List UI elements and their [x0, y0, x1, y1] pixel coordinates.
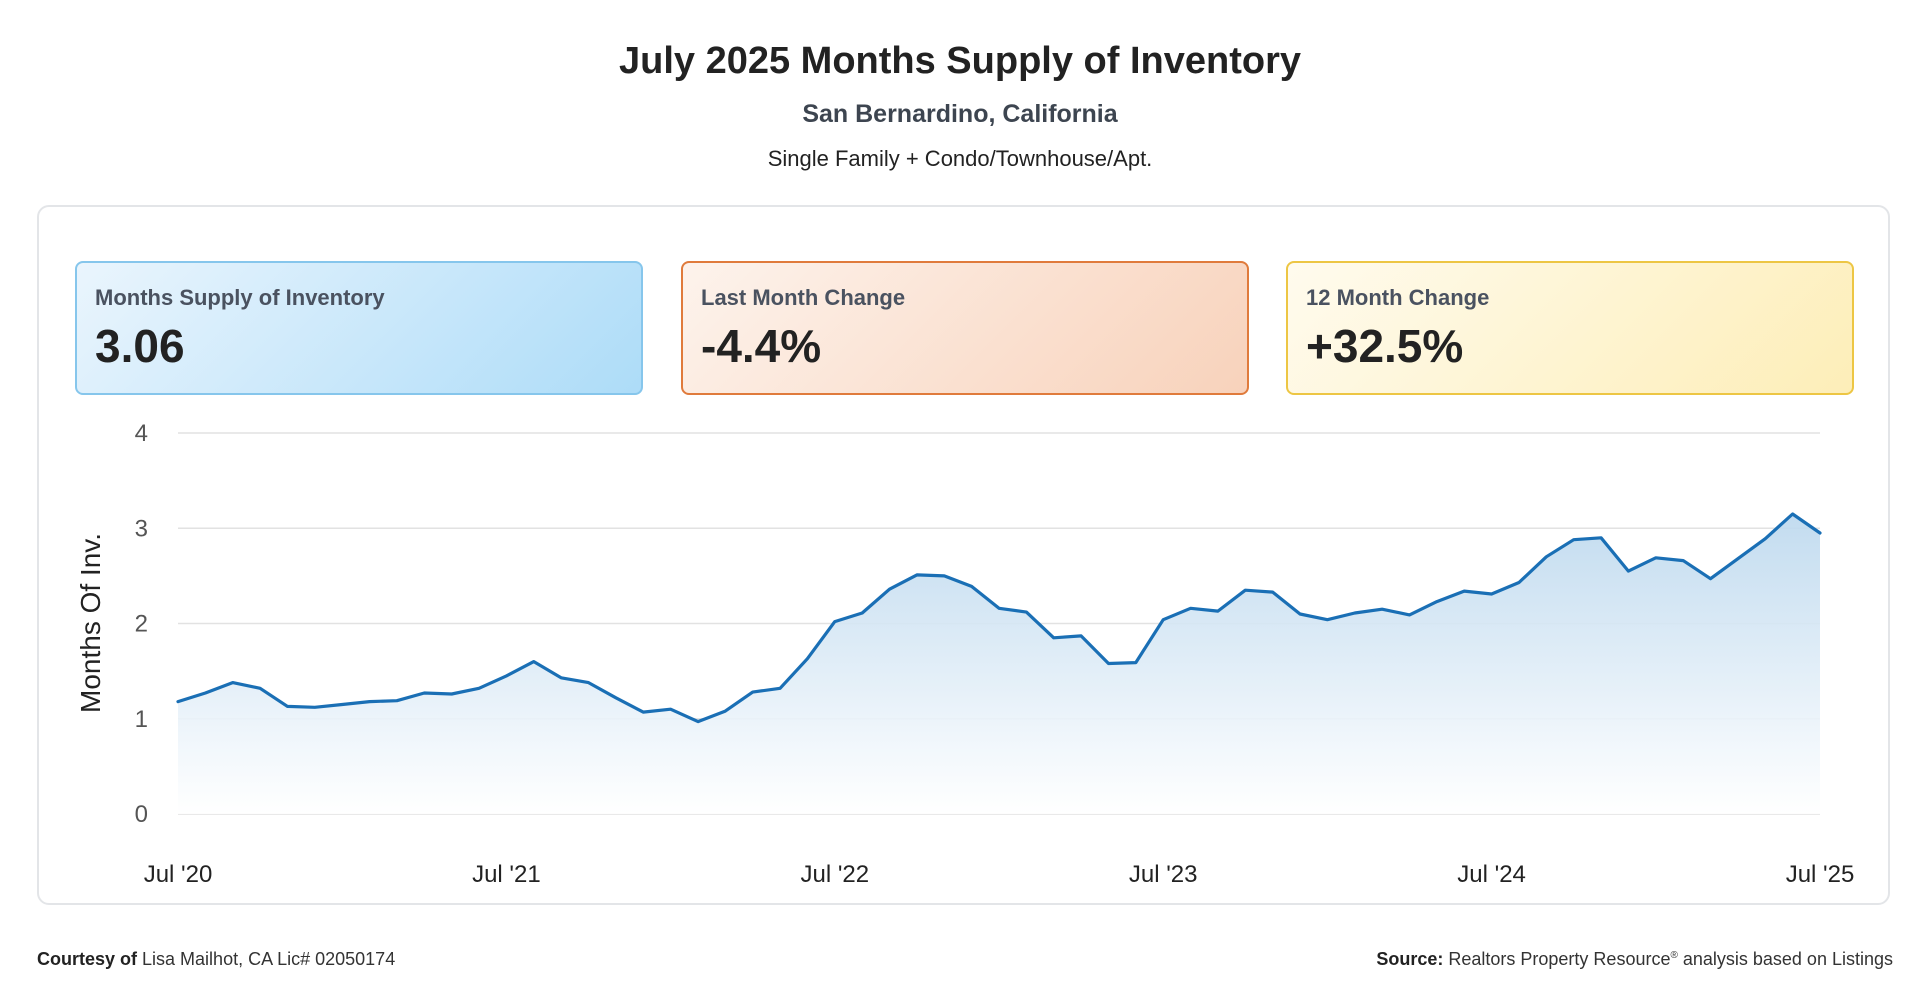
registered-mark: ®: [1670, 950, 1678, 961]
data-point: [1022, 608, 1030, 616]
series-line: [176, 512, 1822, 724]
card-value: -4.4%: [701, 320, 822, 372]
data-point: [1077, 632, 1085, 640]
y-tick-label: 3: [135, 515, 148, 542]
data-point: [256, 684, 264, 692]
data-point: [1351, 609, 1359, 617]
data-point: [1734, 555, 1742, 563]
x-tick-label: Jul '25: [1786, 861, 1855, 888]
data-point: [831, 618, 839, 626]
card-last-month-change: Last Month Change -4.4%: [681, 261, 1249, 395]
data-point: [1460, 587, 1468, 595]
y-tick-label: 2: [135, 611, 148, 638]
data-point: [639, 708, 647, 716]
data-point: [585, 679, 593, 687]
data-point: [1816, 529, 1824, 537]
y-tick-label: 1: [135, 706, 148, 733]
data-point: [338, 700, 346, 708]
series-area: [178, 514, 1820, 814]
data-point: [283, 702, 291, 710]
data-point: [201, 689, 209, 697]
card-label: 12 Month Change: [1306, 285, 1490, 310]
data-point: [229, 679, 237, 687]
data-point: [968, 582, 976, 590]
data-point: [1050, 634, 1058, 642]
data-point: [420, 689, 428, 697]
data-point: [1104, 660, 1112, 668]
data-point: [1433, 598, 1441, 606]
data-point: [475, 684, 483, 692]
property-types: Single Family + Condo/Townhouse/Apt.: [767, 146, 1153, 171]
data-point: [1406, 611, 1414, 619]
x-tick-label: Jul '21: [472, 861, 541, 888]
data-point: [940, 572, 948, 580]
source-footer: Source: Realtors Property Resource® anal…: [1376, 949, 1893, 970]
data-point: [1597, 534, 1605, 542]
data-point: [1187, 604, 1195, 612]
data-point: [1789, 510, 1797, 518]
data-point: [1570, 536, 1578, 544]
data-point: [393, 697, 401, 705]
card-value: 3.06: [95, 320, 185, 372]
courtesy-footer: Courtesy of Lisa Mailhot, CA Lic# 020501…: [37, 949, 395, 970]
x-tick-label: Jul '24: [1457, 861, 1526, 888]
data-point: [1761, 535, 1769, 543]
y-axis-label: Months Of Inv.: [75, 533, 106, 713]
data-point: [749, 688, 757, 696]
card-label: Last Month Change: [701, 285, 906, 310]
data-point: [1378, 605, 1386, 613]
x-tick-label: Jul '22: [800, 861, 869, 888]
card-months-supply: Months Supply of Inventory 3.06: [75, 261, 643, 395]
data-point: [1296, 610, 1304, 618]
data-point: [557, 674, 565, 682]
data-point: [612, 694, 620, 702]
y-tick-label: 4: [135, 420, 148, 447]
data-point: [1323, 616, 1331, 624]
data-point: [1515, 579, 1523, 587]
data-point: [448, 690, 456, 698]
data-point: [1214, 607, 1222, 615]
data-point: [1488, 590, 1496, 598]
y-tick-label: 0: [135, 801, 148, 828]
data-point: [1624, 567, 1632, 575]
data-point: [366, 698, 374, 706]
data-point: [1241, 586, 1249, 594]
data-point: [502, 672, 510, 680]
data-point: [667, 705, 675, 713]
data-point: [1679, 557, 1687, 565]
data-point: [1542, 553, 1550, 561]
data-point: [858, 609, 866, 617]
data-point: [1652, 554, 1660, 562]
data-point: [1132, 659, 1140, 667]
data-point: [995, 604, 1003, 612]
data-point: [776, 684, 784, 692]
data-point: [530, 658, 538, 666]
chart-title: July 2025 Months Supply of Inventory: [618, 40, 1301, 82]
data-point: [913, 571, 921, 579]
data-point: [1707, 575, 1715, 583]
data-point: [721, 707, 729, 715]
source-label: Source:: [1376, 949, 1444, 969]
location-subtitle: San Bernardino, California: [802, 100, 1118, 128]
data-point: [694, 718, 702, 726]
card-12-month-change: 12 Month Change +32.5%: [1286, 261, 1854, 395]
data-point: [174, 698, 182, 706]
source-text: Realtors Property Resource: [1448, 949, 1671, 969]
card-value: +32.5%: [1306, 320, 1464, 372]
data-point: [1159, 616, 1167, 624]
x-tick-label: Jul '20: [144, 861, 213, 888]
data-point: [311, 703, 319, 711]
source-suffix: analysis based on Listings: [1682, 949, 1893, 969]
data-point: [1269, 588, 1277, 596]
courtesy-label: Courtesy of: [37, 949, 138, 969]
data-point: [803, 655, 811, 663]
data-point: [886, 585, 894, 593]
x-tick-label: Jul '23: [1129, 861, 1198, 888]
courtesy-text: Lisa Mailhot, CA Lic# 02050174: [142, 949, 396, 969]
card-label: Months Supply of Inventory: [95, 285, 385, 310]
